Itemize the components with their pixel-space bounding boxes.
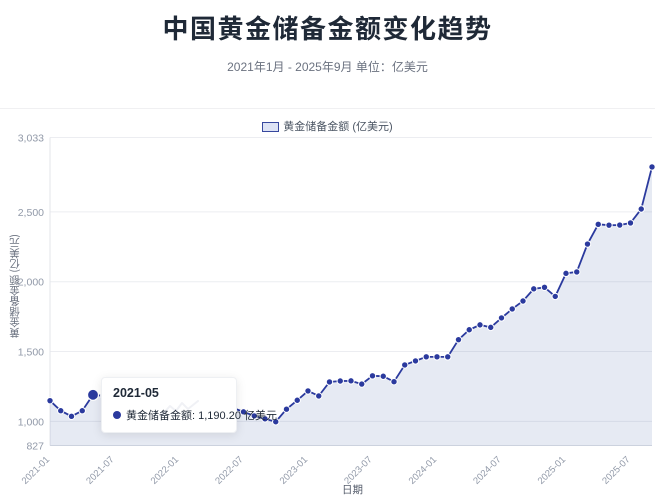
svg-text:2022-01: 2022-01 xyxy=(149,454,181,486)
svg-text:2024-07: 2024-07 xyxy=(471,454,503,486)
svg-text:3,033: 3,033 xyxy=(18,133,44,145)
svg-text:827: 827 xyxy=(26,441,44,453)
svg-text:2021-01: 2021-01 xyxy=(20,454,52,486)
svg-text:2023-01: 2023-01 xyxy=(278,454,310,486)
svg-text:2,000: 2,000 xyxy=(18,277,44,289)
svg-text:2024-01: 2024-01 xyxy=(407,454,439,486)
svg-text:1,000: 1,000 xyxy=(18,416,44,428)
svg-text:2022-07: 2022-07 xyxy=(213,454,245,486)
svg-text:2025-01: 2025-01 xyxy=(536,454,568,486)
svg-text:2025-07: 2025-07 xyxy=(600,454,632,486)
svg-text:2021-07: 2021-07 xyxy=(84,454,116,486)
svg-text:2,500: 2,500 xyxy=(18,207,44,219)
svg-text:2023-07: 2023-07 xyxy=(342,454,374,486)
svg-text:1,500: 1,500 xyxy=(18,347,44,359)
